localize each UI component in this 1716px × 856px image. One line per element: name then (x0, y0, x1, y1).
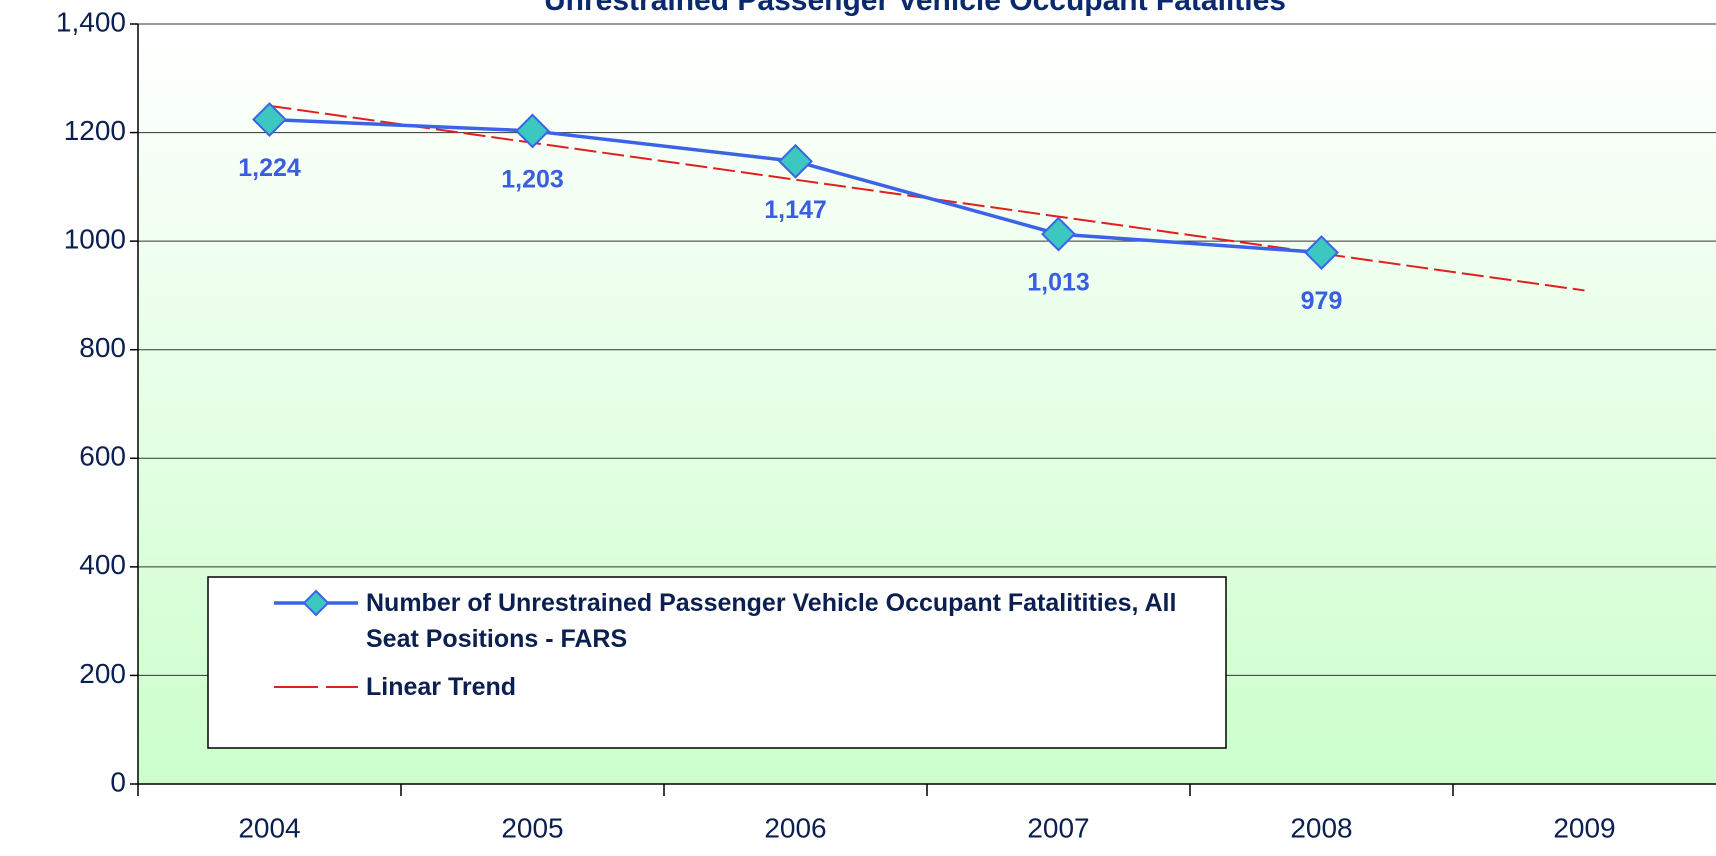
legend-entry: Number of Unrestrained Passenger Vehicle… (366, 589, 1177, 653)
x-tick-label: 2007 (1027, 812, 1089, 843)
marker (1304, 235, 1339, 270)
x-tick-label: 2004 (238, 812, 300, 843)
chart-title: Unrestrained Passenger Vehicle Occupant … (544, 0, 1286, 17)
legend-box (207, 576, 1227, 749)
x-tick-label: 2006 (764, 812, 826, 843)
x-tick-label: 2009 (1553, 812, 1615, 843)
marker (252, 102, 287, 137)
y-tick-label: 1000 (64, 224, 126, 255)
data-label: 979 (1301, 287, 1343, 315)
marker (1041, 216, 1076, 252)
y-tick-label: 200 (79, 658, 126, 689)
y-tick-label: 400 (79, 549, 126, 580)
legend-entry: Linear Trend (366, 673, 517, 701)
data-label: 1,147 (764, 196, 827, 224)
legend-marker (302, 589, 330, 617)
data-label: 1,013 (1027, 269, 1090, 297)
y-tick-label: 800 (79, 332, 126, 363)
data-label: 1,224 (238, 154, 301, 182)
marker (778, 143, 813, 179)
y-tick-label: 0 (110, 766, 126, 797)
marker (515, 113, 550, 149)
y-tick-label: 1200 (64, 115, 126, 146)
legend-label: Number of Unrestrained Passenger Vehicle… (366, 589, 1177, 653)
x-tick-label: 2005 (501, 812, 563, 843)
legend-label: Linear Trend (366, 673, 517, 701)
x-tick-label: 2008 (1290, 812, 1352, 843)
y-tick-label: 600 (79, 441, 126, 472)
data-label: 1,203 (501, 166, 564, 194)
y-tick-label: 1,400 (56, 6, 126, 37)
